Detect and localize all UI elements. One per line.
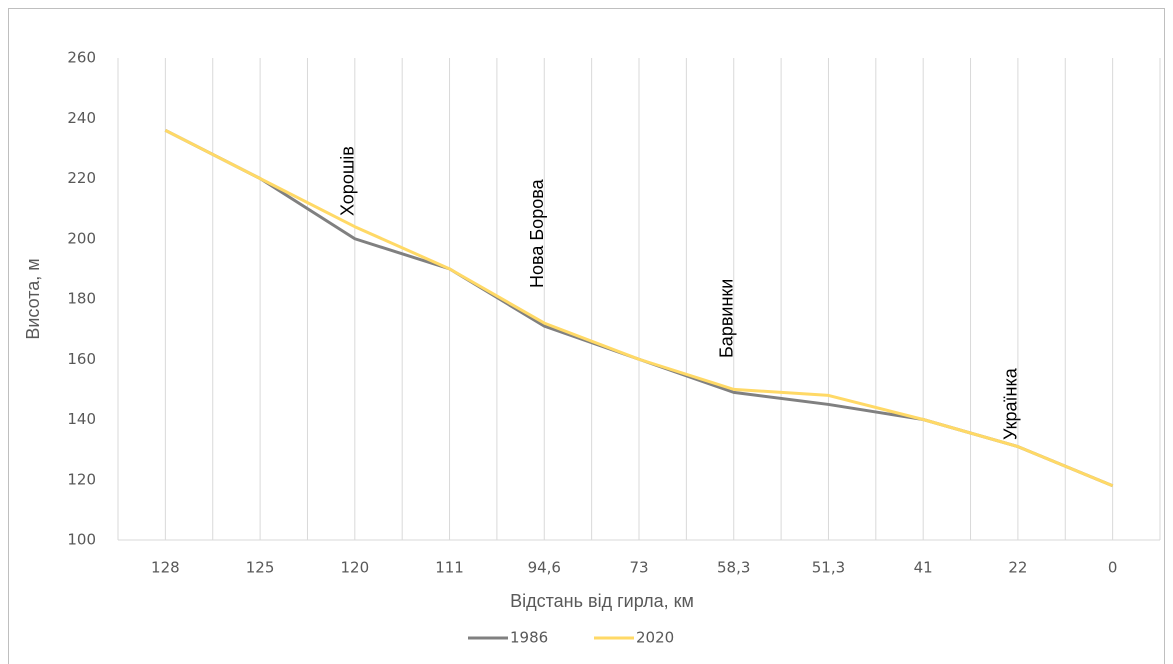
y-tick-label: 200 xyxy=(67,229,96,247)
y-tick-label: 180 xyxy=(67,290,96,308)
x-tick-label: 58,3 xyxy=(717,559,750,577)
x-tick-label: 0 xyxy=(1108,559,1118,577)
y-tick-label: 120 xyxy=(67,470,96,488)
x-tick-label: 111 xyxy=(435,559,464,577)
chart-frame xyxy=(8,8,1165,664)
x-axis-title: Відстань від гирла, км xyxy=(510,591,694,611)
y-axis-title: Висота, м xyxy=(23,258,43,339)
x-tick-label: 128 xyxy=(151,559,180,577)
annotation: Барвинки xyxy=(716,279,736,358)
x-tick-label: 73 xyxy=(629,559,648,577)
y-tick-label: 160 xyxy=(67,350,96,368)
x-tick-label: 94,6 xyxy=(528,559,561,577)
y-tick-label: 140 xyxy=(67,410,96,428)
x-tick-label: 120 xyxy=(340,559,369,577)
legend-label: 1986 xyxy=(510,629,548,647)
y-tick-label: 100 xyxy=(67,531,96,549)
x-tick-label: 41 xyxy=(914,559,933,577)
y-tick-label: 260 xyxy=(67,49,96,67)
legend-label: 2020 xyxy=(636,629,674,647)
annotation: Нова Борова xyxy=(527,178,547,288)
x-tick-label: 22 xyxy=(1008,559,1027,577)
y-tick-label: 220 xyxy=(67,169,96,187)
line-series xyxy=(164,128,1114,488)
y-tick-label: 240 xyxy=(67,109,96,127)
annotation: Українка xyxy=(1001,367,1021,440)
x-tick-label: 125 xyxy=(246,559,275,577)
x-tick-label: 51,3 xyxy=(812,559,845,577)
annotation: Хорошів xyxy=(338,146,358,216)
